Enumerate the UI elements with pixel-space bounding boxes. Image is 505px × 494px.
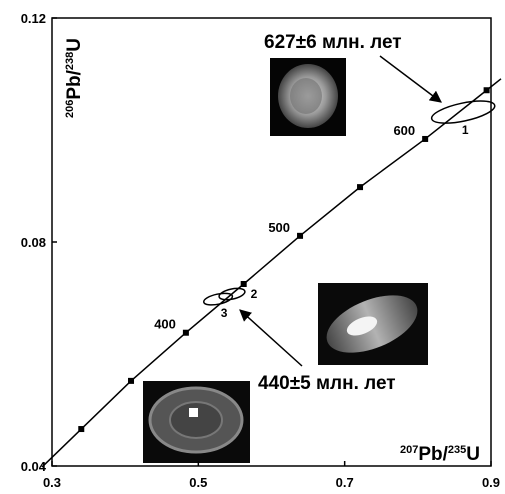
age-label: 500	[268, 220, 290, 235]
x-axis-label: 207Pb/235U	[400, 444, 480, 465]
chart: 627±6 млн. лет 440±5 млн. лет 206Pb/238U…	[0, 0, 505, 494]
x-tick-label: 0.3	[43, 475, 61, 490]
age-marker	[357, 184, 363, 190]
y-tick-label: 0.12	[21, 11, 46, 26]
age-marker	[183, 330, 189, 336]
age-marker	[128, 378, 134, 384]
zircon-image	[143, 381, 250, 463]
ellipse-label: 1	[462, 123, 469, 137]
annotation: 440±5 млн. лет	[258, 373, 396, 394]
ellipse-label: 2	[251, 287, 258, 301]
y-axis-label: 206Pb/238U	[64, 38, 85, 118]
age-marker	[422, 136, 428, 142]
zircon-image	[270, 58, 346, 136]
x-tick-label: 0.7	[336, 475, 354, 490]
x-tick-label: 0.9	[482, 475, 500, 490]
age-marker	[241, 281, 247, 287]
arrow	[240, 310, 302, 366]
ellipse-label: 3	[221, 306, 228, 320]
y-tick-label: 0.08	[21, 235, 46, 250]
x-tick-label: 0.5	[189, 475, 207, 490]
age-marker	[297, 233, 303, 239]
concordia-extension	[42, 429, 81, 467]
zircon-image	[318, 283, 428, 365]
annotation: 627±6 млн. лет	[264, 32, 402, 53]
age-marker	[78, 426, 84, 432]
age-marker	[484, 87, 490, 93]
age-label: 400	[154, 317, 176, 332]
age-label: 600	[393, 123, 415, 138]
arrow	[380, 56, 441, 102]
